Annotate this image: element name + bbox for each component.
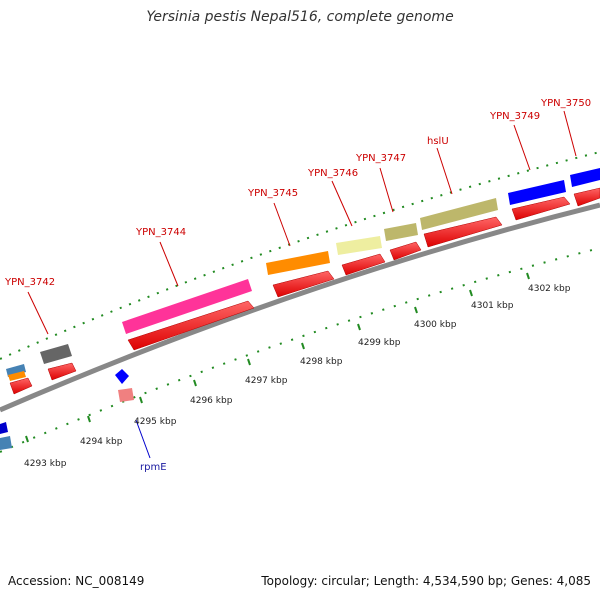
scale-label: 4299 kbp xyxy=(358,338,401,348)
gene-box-ypn3747 xyxy=(384,223,418,241)
gene-box-hslu xyxy=(420,198,498,230)
gene-box-lower-left-blue xyxy=(0,422,8,434)
gene-box-ypn3750 xyxy=(570,168,600,187)
genome-backbone xyxy=(0,202,600,413)
map-title: Yersinia pestis Nepal516, complete genom… xyxy=(146,9,454,25)
scale-label: 4301 kbp xyxy=(471,301,514,311)
gene-box-small-left-orange xyxy=(8,371,26,381)
accession-text: Accession: NC_008149 xyxy=(8,574,145,588)
gene-box-ypn3742 xyxy=(40,344,72,364)
scale-major-ticks xyxy=(25,272,530,443)
gene-box-lower-left-steel xyxy=(0,436,12,450)
gene-box-small-left xyxy=(6,364,26,377)
gene-label-ypn3744: YPN_3744 xyxy=(135,227,186,238)
scale-label: 4297 kbp xyxy=(245,376,288,386)
gene-box-ypn3746 xyxy=(336,236,382,255)
scale-label: 4300 kbp xyxy=(414,320,457,330)
scale-label: 4294 kbp xyxy=(80,437,123,447)
rpme-leader xyxy=(135,419,151,459)
gene-label-ypn3749: YPN_3749 xyxy=(489,111,540,122)
scale-label: 4296 kbp xyxy=(190,396,233,406)
scale-label: 4295 kbp xyxy=(134,417,177,427)
gene-label-hslu: hslU xyxy=(427,136,449,147)
gene-box-rpme xyxy=(115,369,129,384)
gene-box-rpme-companion xyxy=(118,388,134,402)
genome-summary-text: Topology: circular; Length: 4,534,590 bp… xyxy=(261,574,591,588)
cds-arrows xyxy=(9,187,600,395)
gene-label-ypn3746: YPN_3746 xyxy=(307,168,358,179)
gene-label-ypn3745: YPN_3745 xyxy=(247,188,298,199)
gene-label-rpme: rpmE xyxy=(140,462,167,473)
gene-box-ypn3745 xyxy=(266,251,330,275)
scale-label: 4293 kbp xyxy=(24,459,67,469)
gene-boxes-upper xyxy=(6,168,600,381)
gene-boxes-lower xyxy=(0,369,134,450)
scale-label: 4298 kbp xyxy=(300,357,343,367)
gene-box-ypn3749 xyxy=(508,180,566,205)
gene-label-ypn3750: YPN_3750 xyxy=(540,98,591,109)
upper-tick-track xyxy=(0,151,600,360)
gene-label-ypn3747: YPN_3747 xyxy=(355,153,406,164)
gene-label-ypn3742: YPN_3742 xyxy=(4,277,55,288)
scale-label: 4302 kbp xyxy=(528,284,571,294)
label-leaders xyxy=(27,110,577,335)
gene-box-ypn3744 xyxy=(122,279,252,334)
